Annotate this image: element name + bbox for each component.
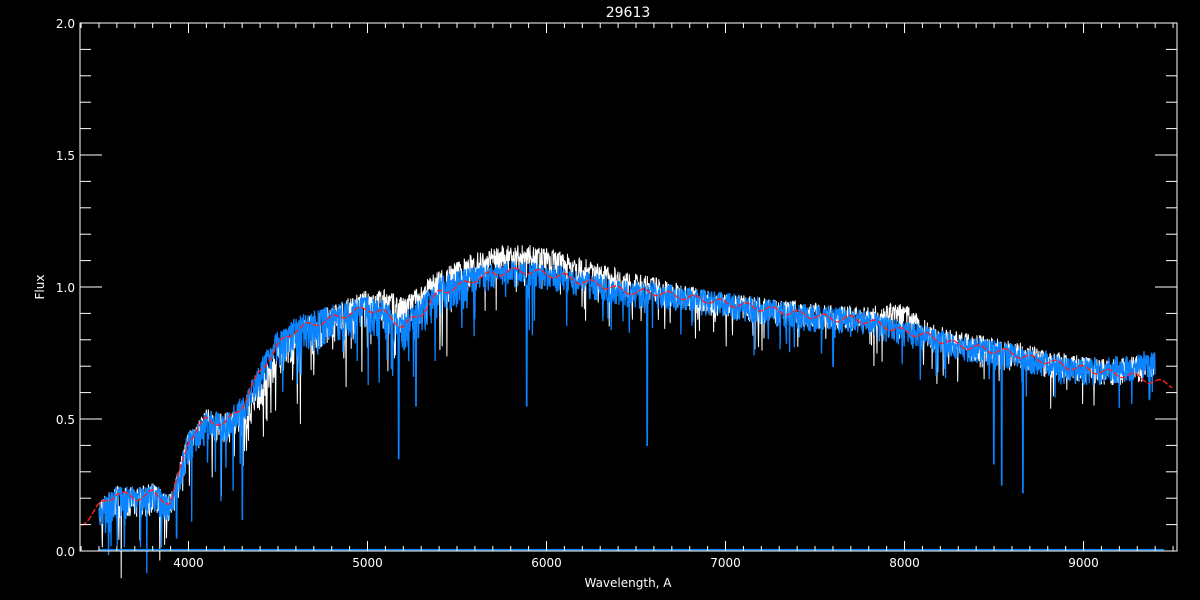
y-tick-label: 1.0 xyxy=(56,281,75,295)
y-tick-label: 0.5 xyxy=(56,413,75,427)
x-tick-label: 9000 xyxy=(1068,556,1099,570)
model-spectrum-blue xyxy=(98,261,1156,574)
smoothed-spectrum-red xyxy=(80,267,1173,526)
x-tick-label: 8000 xyxy=(889,556,920,570)
chart-title: 29613 xyxy=(606,5,651,21)
x-tick-label: 4000 xyxy=(173,556,204,570)
x-tick-label: 6000 xyxy=(531,556,562,570)
observed-spectrum-white xyxy=(98,244,1156,579)
plot-area xyxy=(80,244,1173,579)
y-tick-label: 2.0 xyxy=(56,17,75,31)
x-tick-label: 5000 xyxy=(352,556,383,570)
axes: 4000 5000 6000 7000 8000 9000 0.0 0.5 1.0 1.5 2.0 xyxy=(56,17,1178,570)
y-tick-label: 0.0 xyxy=(56,545,75,559)
x-tick-label: 7000 xyxy=(710,556,741,570)
x-axis-label: Wavelength, A xyxy=(584,576,672,590)
y-tick-label: 1.5 xyxy=(56,149,75,163)
y-axis-label: Flux xyxy=(33,275,47,300)
